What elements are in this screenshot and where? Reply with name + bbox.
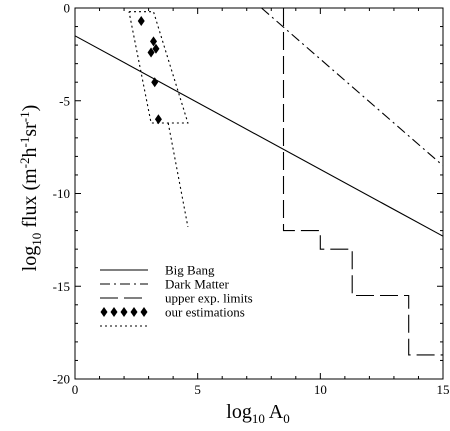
data-point-our-estimations xyxy=(154,114,162,125)
x-tick-label: 0 xyxy=(72,382,79,397)
y-tick-label: 0 xyxy=(64,1,71,16)
series-line-big-bang xyxy=(74,35,444,237)
y-axis-label: log10 flux (m-2h-1sr-1) xyxy=(17,105,44,272)
x-axis-label: log10 A0 xyxy=(226,401,289,426)
series-line-upper-exp-limits xyxy=(282,8,443,356)
series-line-dark-matter xyxy=(261,7,444,167)
plot-frame xyxy=(74,7,444,380)
data-point-our-estimations xyxy=(152,43,160,54)
legend-marker-our-estimations xyxy=(110,307,118,317)
legend-marker-our-estimations xyxy=(120,307,128,317)
legend-label: Dark Matter xyxy=(165,277,230,292)
x-tick-label: 5 xyxy=(194,382,201,397)
y-tick-label: -10 xyxy=(53,186,70,201)
data-point-our-estimations xyxy=(150,36,158,47)
x-tick-label: 15 xyxy=(437,382,450,397)
data-point-our-estimations xyxy=(147,47,155,58)
series-line-dotted-4 xyxy=(128,11,189,124)
legend-marker-our-estimations xyxy=(140,307,148,317)
plot-area xyxy=(74,7,444,380)
y-tick-label: -20 xyxy=(53,372,70,387)
data-point-our-estimations xyxy=(137,15,145,26)
legend-label: upper exp. limits xyxy=(165,291,253,306)
y-tick-label: -5 xyxy=(59,93,70,108)
legend-label: our estimations xyxy=(165,305,245,320)
x-tick-label: 10 xyxy=(314,382,327,397)
legend-marker-our-estimations xyxy=(130,307,138,317)
legend-label: Big Bang xyxy=(165,263,215,278)
y-tick-label: -15 xyxy=(53,279,70,294)
legend-marker-our-estimations xyxy=(100,307,108,317)
data-point-our-estimations xyxy=(151,77,159,88)
axis-ticks: 0 5 10 15 0 -5 -10 -15 -20 xyxy=(53,1,450,398)
series-line-dotted-5 xyxy=(167,122,189,228)
